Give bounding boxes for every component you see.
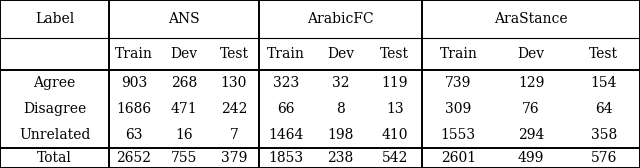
Text: 2601: 2601 bbox=[441, 151, 476, 165]
Text: 1686: 1686 bbox=[116, 102, 152, 116]
Text: 32: 32 bbox=[332, 76, 349, 90]
Text: 323: 323 bbox=[273, 76, 300, 90]
Text: 63: 63 bbox=[125, 128, 143, 142]
Text: 154: 154 bbox=[591, 76, 617, 90]
Text: 238: 238 bbox=[328, 151, 354, 165]
Text: 13: 13 bbox=[386, 102, 404, 116]
Text: Label: Label bbox=[35, 12, 74, 26]
Text: Test: Test bbox=[220, 47, 248, 61]
Text: 410: 410 bbox=[381, 128, 408, 142]
Text: Test: Test bbox=[589, 47, 618, 61]
Text: 471: 471 bbox=[171, 102, 197, 116]
Text: Dev: Dev bbox=[170, 47, 198, 61]
Text: 130: 130 bbox=[221, 76, 247, 90]
Text: Train: Train bbox=[268, 47, 305, 61]
Text: ANS: ANS bbox=[168, 12, 200, 26]
Text: 1553: 1553 bbox=[441, 128, 476, 142]
Text: 1853: 1853 bbox=[269, 151, 304, 165]
Text: 294: 294 bbox=[518, 128, 544, 142]
Text: 119: 119 bbox=[381, 76, 408, 90]
Text: 542: 542 bbox=[381, 151, 408, 165]
Text: 7: 7 bbox=[230, 128, 239, 142]
Text: AraStance: AraStance bbox=[494, 12, 568, 26]
Text: 576: 576 bbox=[591, 151, 617, 165]
Text: 903: 903 bbox=[121, 76, 147, 90]
Text: Agree: Agree bbox=[33, 76, 76, 90]
Text: ArabicFC: ArabicFC bbox=[307, 12, 374, 26]
Text: 242: 242 bbox=[221, 102, 247, 116]
Text: Train: Train bbox=[440, 47, 477, 61]
Text: 16: 16 bbox=[175, 128, 193, 142]
Text: Dev: Dev bbox=[327, 47, 354, 61]
Text: 66: 66 bbox=[277, 102, 295, 116]
Text: 499: 499 bbox=[518, 151, 544, 165]
Text: 64: 64 bbox=[595, 102, 612, 116]
Text: 309: 309 bbox=[445, 102, 472, 116]
Text: 358: 358 bbox=[591, 128, 617, 142]
Text: 198: 198 bbox=[327, 128, 354, 142]
Text: Disagree: Disagree bbox=[23, 102, 86, 116]
Text: Total: Total bbox=[37, 151, 72, 165]
Text: Test: Test bbox=[380, 47, 410, 61]
Text: 1464: 1464 bbox=[268, 128, 304, 142]
Text: 76: 76 bbox=[522, 102, 540, 116]
Text: 755: 755 bbox=[171, 151, 197, 165]
Text: 739: 739 bbox=[445, 76, 472, 90]
Text: 268: 268 bbox=[171, 76, 197, 90]
Text: Train: Train bbox=[115, 47, 153, 61]
Text: 8: 8 bbox=[336, 102, 345, 116]
Text: 2652: 2652 bbox=[116, 151, 152, 165]
Text: 129: 129 bbox=[518, 76, 544, 90]
Text: Unrelated: Unrelated bbox=[19, 128, 90, 142]
Text: Dev: Dev bbox=[517, 47, 545, 61]
Text: 379: 379 bbox=[221, 151, 247, 165]
